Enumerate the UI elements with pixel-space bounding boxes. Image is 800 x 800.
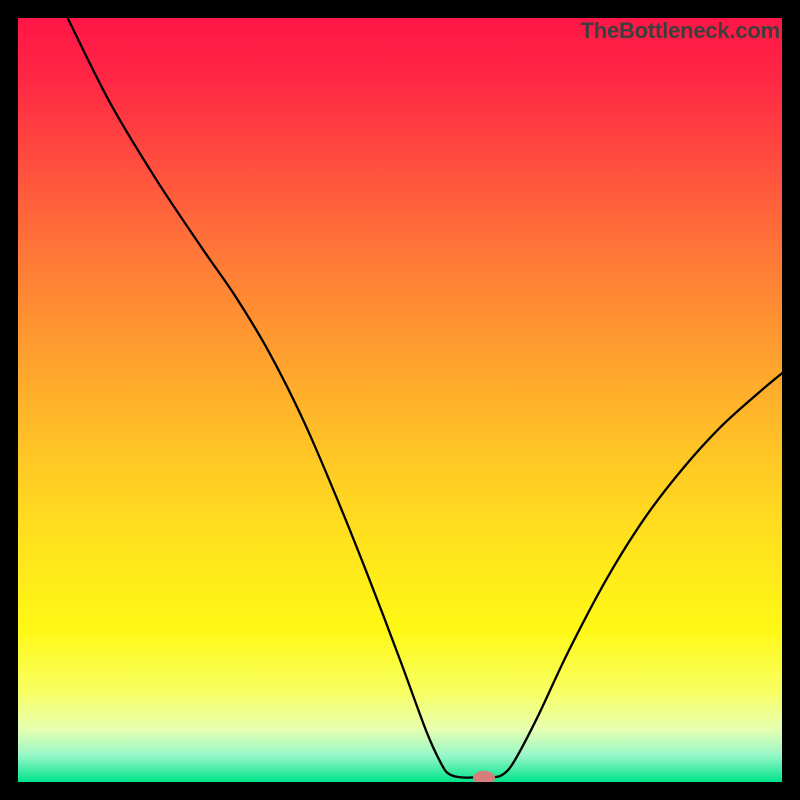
watermark-text: TheBottleneck.com xyxy=(580,18,780,44)
plot-area: TheBottleneck.com xyxy=(18,18,782,782)
gradient-background xyxy=(18,18,782,782)
chart-container: TheBottleneck.com xyxy=(0,0,800,800)
